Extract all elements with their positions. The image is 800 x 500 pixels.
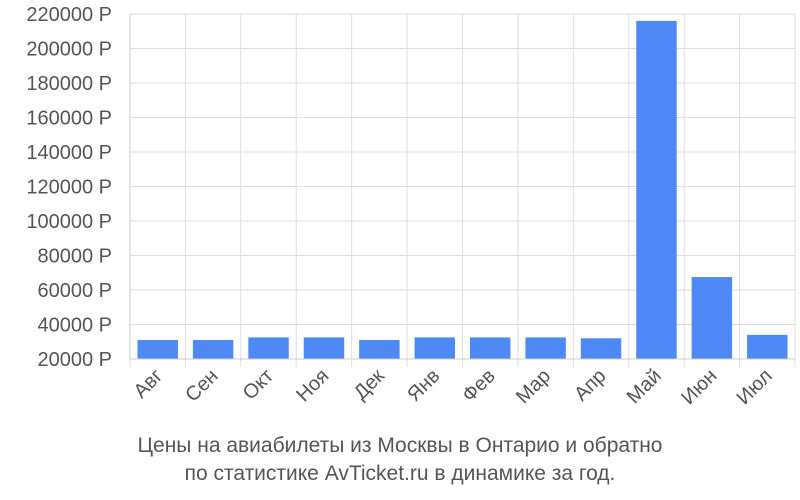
bar [469,337,511,359]
x-tick-label: Июн [677,365,721,409]
x-tick-label: Ноя [292,365,333,406]
bar [137,340,178,359]
axes [129,14,795,360]
x-tick-label: Апр [570,365,611,406]
x-tick-label: Май [623,365,666,408]
x-tick-label: Фев [458,365,500,407]
y-tick-label: 40000 Р [37,315,112,337]
bars [137,20,788,360]
bar [747,334,788,359]
x-tick-label: Дек [350,365,389,404]
x-tick-label: Авг [130,365,168,403]
y-tick-label: 140000 Р [26,142,112,164]
bar [248,337,289,359]
chart-caption-line-1: Цены на авиабилеты из Москвы в Онтарио и… [137,434,663,457]
bar [580,338,622,359]
y-tick-label: 160000 Р [26,108,112,130]
price-bar-chart: 20000 Р 40000 Р 60000 Р 80000 Р 100000 Р 1200… [26,4,796,409]
y-tick-label: 20000 Р [37,349,112,371]
bar [303,337,345,359]
y-tick-label: 80000 Р [37,246,112,268]
y-tick-label: 200000 Р [26,39,112,61]
x-tick-label: Окт [239,365,278,404]
chart-caption-line-2: по статистике AvTicket.ru в динамике за … [184,462,616,485]
x-tick-label: Мар [512,365,555,408]
y-tick-labels: 20000 Р 40000 Р 60000 Р 80000 Р 100000 Р 1200… [26,4,112,371]
bar [691,277,733,359]
y-tick-label: 120000 Р [26,177,112,199]
x-tick-label: Июл [733,365,777,409]
bar [192,340,234,359]
bar [414,337,456,359]
x-tick-label: Сен [181,365,222,406]
bar [525,337,566,359]
y-tick-label: 60000 Р [37,280,112,302]
x-tick-label: Янв [403,365,444,406]
x-tick-labels: Авг Сен Окт Ноя Дек Янв Фев Мар Апр Май Июн Июл [130,365,777,409]
bar [636,20,677,360]
y-tick-label: 220000 Р [26,4,112,26]
y-tick-label: 180000 Р [26,73,112,95]
bar [359,340,400,359]
y-tick-label: 100000 Р [26,211,112,233]
